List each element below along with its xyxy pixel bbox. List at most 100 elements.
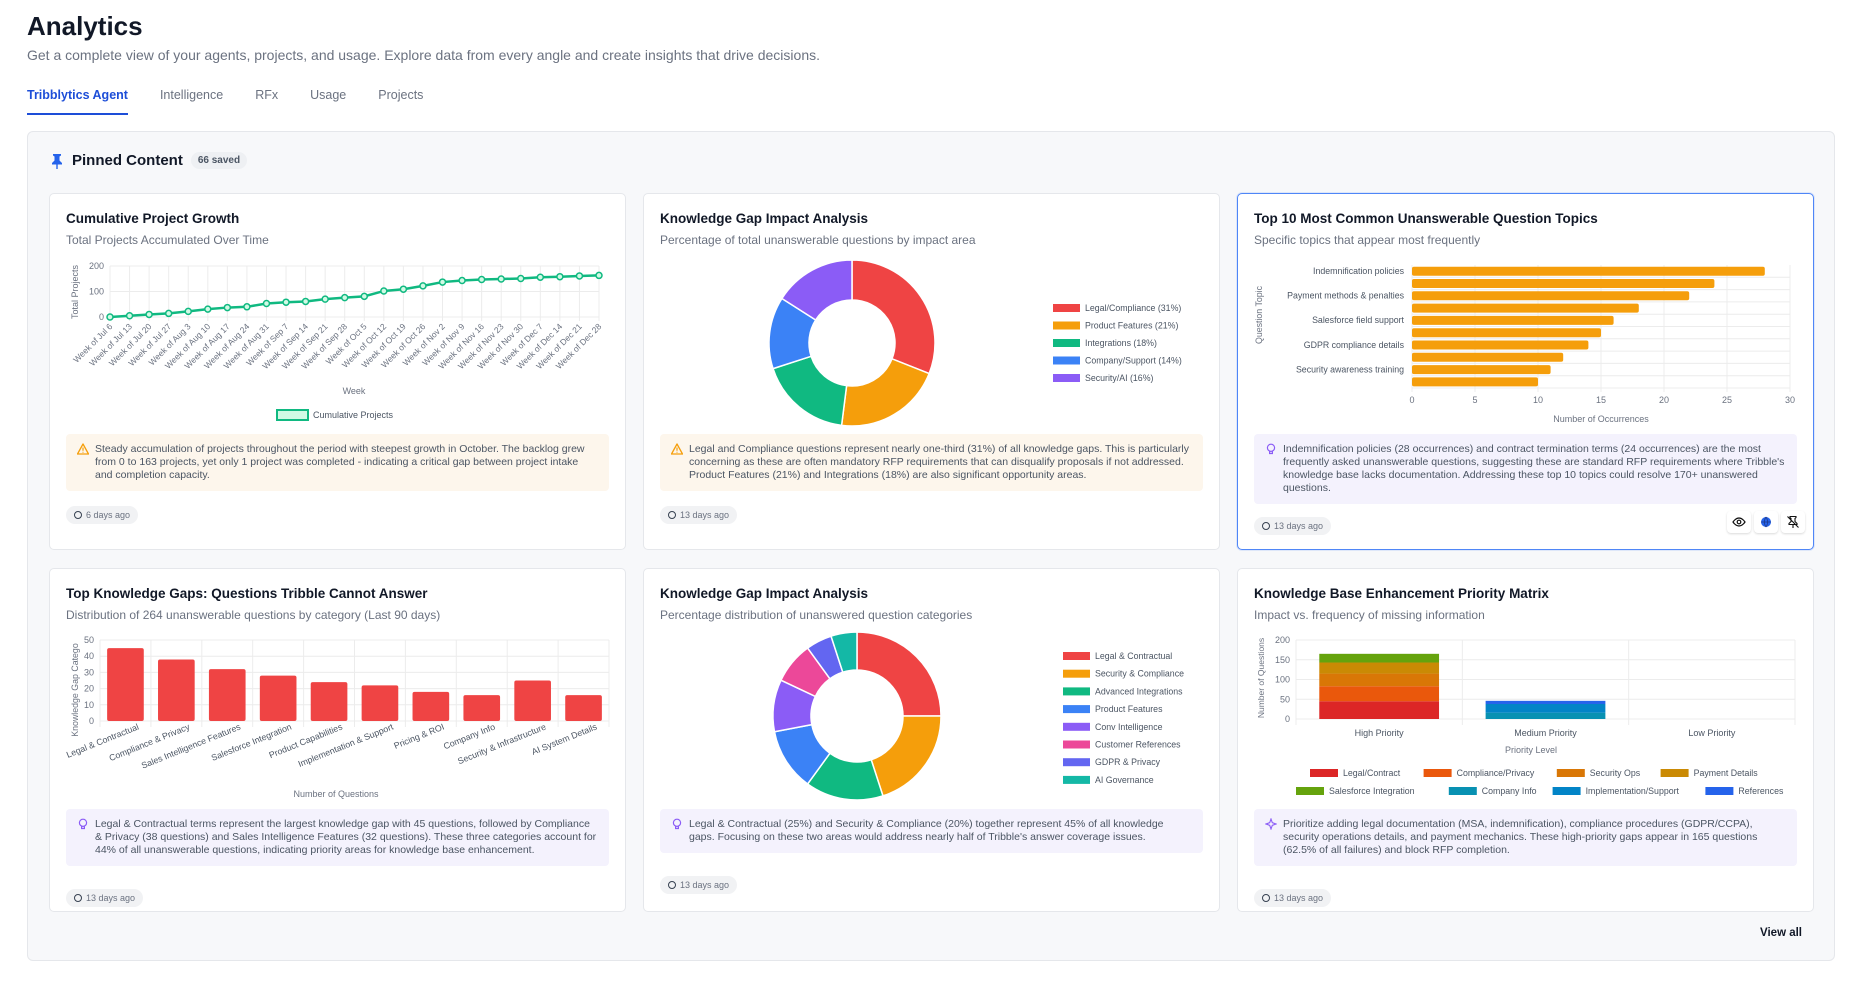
chart: Legal/Compliance (31%) Product Features (… bbox=[768, 259, 1182, 427]
stacked-bar-segment bbox=[1319, 653, 1440, 663]
donut-slice bbox=[851, 259, 936, 375]
insight-box: Indemnification policies (28 occurrences… bbox=[1254, 434, 1797, 504]
warning-icon bbox=[77, 443, 89, 455]
legend-label: Salesforce Integration bbox=[1329, 786, 1415, 796]
data-point bbox=[536, 273, 545, 281]
bar bbox=[158, 659, 195, 721]
data-point bbox=[575, 272, 584, 280]
clock-icon bbox=[74, 894, 82, 902]
timestamp-text: 13 days ago bbox=[680, 510, 730, 520]
legend-label: Payment Details bbox=[1694, 768, 1759, 778]
pinned-card[interactable]: Knowledge Gap Impact Analysis Percentage … bbox=[643, 568, 1220, 912]
insight-box: Legal & Contractual terms represent the … bbox=[66, 809, 609, 866]
data-point bbox=[595, 271, 603, 280]
timestamp: 13 days ago bbox=[660, 876, 738, 894]
globe-button[interactable] bbox=[1754, 511, 1778, 533]
data-point bbox=[556, 272, 564, 281]
tab-intelligence[interactable]: Intelligence bbox=[159, 88, 224, 102]
data-point bbox=[438, 278, 447, 286]
insight-text: Prioritize adding legal documentation (M… bbox=[1283, 818, 1758, 856]
pinned-header: Pinned Content 66 saved bbox=[50, 152, 248, 169]
card-subtitle: Percentage distribution of unanswered qu… bbox=[660, 608, 973, 622]
x-axis-title: Number of Questions bbox=[293, 789, 379, 799]
tick-label: 150 bbox=[1275, 655, 1290, 665]
page-subtitle: Get a complete view of your agents, proj… bbox=[27, 47, 820, 63]
legend-label: Conv Intelligence bbox=[1095, 722, 1163, 732]
legend-swatch bbox=[1053, 356, 1080, 365]
clock-icon bbox=[668, 511, 676, 519]
view-all-link[interactable]: View all bbox=[1760, 927, 1802, 939]
legend-swatch bbox=[1063, 652, 1090, 660]
bar bbox=[361, 685, 399, 721]
card-title: Knowledge Base Enhancement Priority Matr… bbox=[1254, 586, 1549, 601]
timestamp: 6 days ago bbox=[66, 506, 139, 524]
series-line bbox=[109, 274, 600, 319]
legend-label: Legal/Contract bbox=[1343, 768, 1401, 778]
tab-usage[interactable]: Usage bbox=[310, 88, 347, 102]
tick-label: 0 bbox=[89, 716, 94, 726]
pinned-card[interactable]: Top 10 Most Common Unanswerable Question… bbox=[1237, 193, 1814, 550]
unpin-icon bbox=[1787, 515, 1799, 528]
saved-count-badge: 66 saved bbox=[190, 152, 248, 169]
insight-box: Legal & Contractual (25%) and Security &… bbox=[660, 809, 1203, 853]
tick-label: 200 bbox=[89, 261, 104, 271]
stacked-bar-segment bbox=[1319, 701, 1440, 719]
tick-label: 25 bbox=[1722, 395, 1732, 405]
insight-text: Legal and Compliance questions represent… bbox=[689, 443, 1189, 481]
warning-icon bbox=[671, 443, 683, 455]
legend-swatch bbox=[1063, 705, 1090, 714]
data-point bbox=[282, 298, 290, 306]
bar bbox=[1412, 279, 1715, 288]
eye-button[interactable] bbox=[1727, 511, 1751, 533]
sparkle-icon bbox=[1265, 818, 1277, 830]
lightbulb-icon bbox=[1266, 443, 1276, 455]
tick-label: 50 bbox=[1280, 694, 1290, 704]
legend-label: Cumulative Projects bbox=[313, 410, 394, 420]
legend-swatch bbox=[1063, 740, 1090, 749]
chart: 0 50 100 150 200 High Priority Medium Priority… bbox=[1256, 635, 1796, 796]
legend-label: References bbox=[1738, 786, 1784, 796]
bar bbox=[565, 695, 602, 721]
lightbulb-icon bbox=[78, 818, 88, 830]
pinned-card[interactable]: Knowledge Gap Impact Analysis Percentage … bbox=[643, 193, 1220, 550]
bar bbox=[412, 691, 450, 721]
tab-tribblytics-agent[interactable]: Tribblytics Agent bbox=[27, 84, 128, 117]
pinned-content-panel: Pinned Content 66 saved Cumulative Proje… bbox=[27, 131, 1835, 961]
pin-icon bbox=[52, 153, 62, 169]
card-subtitle: Impact vs. frequency of missing informat… bbox=[1254, 608, 1485, 622]
tab-rfx[interactable]: RFx bbox=[255, 88, 279, 102]
legend-swatch bbox=[1053, 374, 1080, 382]
insight-text: Indemnification policies (28 occurrences… bbox=[1283, 443, 1785, 494]
x-axis-title: Number of Occurrences bbox=[1553, 414, 1649, 424]
tick-label: 100 bbox=[89, 287, 104, 297]
data-point bbox=[340, 293, 349, 302]
insight-text: Legal & Contractual (25%) and Security &… bbox=[689, 818, 1164, 843]
pinned-card[interactable]: Top Knowledge Gaps: Questions Tribble Ca… bbox=[49, 568, 626, 912]
clock-icon bbox=[1262, 522, 1270, 530]
pinned-card[interactable]: Knowledge Base Enhancement Priority Matr… bbox=[1237, 568, 1814, 912]
bar bbox=[1412, 303, 1639, 313]
tab-projects[interactable]: Projects bbox=[378, 88, 424, 102]
tick-label: Implementation & Support bbox=[297, 721, 396, 769]
legend-swatch bbox=[1053, 304, 1080, 312]
insight-text: Steady accumulation of projects througho… bbox=[95, 443, 585, 481]
legend-label: Company Info bbox=[1482, 786, 1537, 796]
data-point bbox=[204, 305, 212, 313]
data-point bbox=[145, 310, 153, 319]
bar bbox=[1412, 291, 1690, 301]
stacked-bar-segment bbox=[1485, 700, 1606, 704]
tick-label: 5 bbox=[1472, 395, 1477, 405]
legend-swatch bbox=[1063, 758, 1090, 767]
bar bbox=[1412, 365, 1551, 375]
unpin-button[interactable] bbox=[1781, 511, 1805, 533]
legend-swatch bbox=[1053, 321, 1080, 330]
pinned-card[interactable]: Cumulative Project Growth Total Projects … bbox=[49, 193, 626, 550]
donut-slice bbox=[856, 632, 942, 717]
bar bbox=[208, 669, 246, 721]
insight-box: Steady accumulation of projects througho… bbox=[66, 434, 609, 491]
chart: Legal & Contractual Security & Compliance… bbox=[772, 632, 1184, 801]
data-point bbox=[243, 303, 251, 311]
pinned-title: Pinned Content bbox=[72, 152, 183, 169]
legend-swatch bbox=[1552, 787, 1581, 795]
